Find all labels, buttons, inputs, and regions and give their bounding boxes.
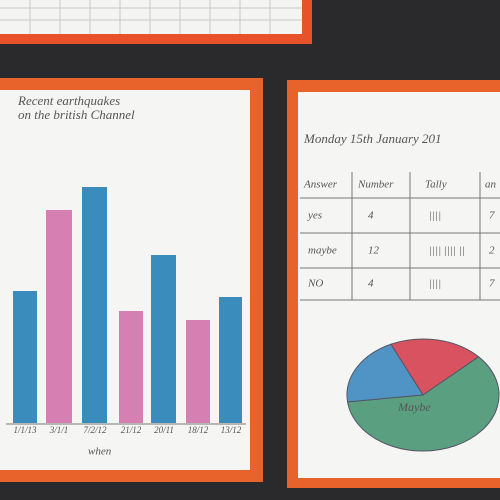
x-tick-label: 7/2/12 — [83, 425, 107, 435]
table-cell: |||| — [429, 210, 441, 222]
poster-title: Recent earthquakes — [17, 93, 120, 108]
x-axis-label: when — [88, 446, 112, 458]
table-cell: |||| — [429, 278, 441, 290]
pie-label: Maybe — [397, 400, 431, 414]
bar — [119, 311, 143, 423]
pie-slice — [346, 343, 424, 403]
table-cell: 4 — [368, 278, 374, 290]
bar — [186, 320, 210, 423]
table-header: Tally — [425, 179, 447, 191]
table-cell: 4 — [368, 210, 374, 222]
table-cell: 7 — [489, 210, 495, 222]
bars — [13, 187, 242, 423]
table-cell: NO — [307, 278, 323, 290]
x-tick-label: 18/12 — [188, 425, 209, 435]
table-cell: 12 — [368, 245, 380, 257]
x-tick-label: 1/1/13 — [13, 425, 37, 435]
date: Monday 15th January 201 — [303, 131, 442, 146]
table: Answer Number Tally an yes 4 |||| 7 maybe 12 |||| … — [303, 179, 497, 290]
table-cell: 2 — [489, 245, 495, 257]
table-header: Number — [357, 179, 394, 191]
x-tick-label: 3/1/1 — [49, 425, 69, 435]
pie-slice — [390, 338, 480, 396]
bar — [151, 255, 176, 423]
table-cell: yes — [307, 210, 322, 222]
pie — [346, 338, 500, 452]
x-tick-label: 20/11 — [154, 425, 174, 435]
table-cell: 7 — [489, 278, 495, 290]
x-tick-label: 21/12 — [121, 425, 142, 435]
bar — [46, 210, 72, 423]
table-header: Answer — [303, 179, 338, 191]
table-lines — [300, 172, 500, 301]
table-header: an — [485, 179, 497, 191]
bar — [13, 291, 37, 423]
pie-slice — [346, 356, 500, 452]
table-cell: maybe — [308, 245, 337, 257]
x-labels: 1/1/13 3/1/1 7/2/12 21/12 20/11 18/12 13/12 — [13, 425, 241, 435]
table-cell: |||| |||| || — [429, 245, 465, 257]
bar — [219, 297, 242, 423]
x-tick-label: 13/12 — [221, 425, 242, 435]
grid-lines — [0, 0, 302, 34]
top-paper — [0, 0, 302, 34]
bar — [82, 187, 107, 423]
poster-title: on the british Channel — [18, 107, 135, 122]
